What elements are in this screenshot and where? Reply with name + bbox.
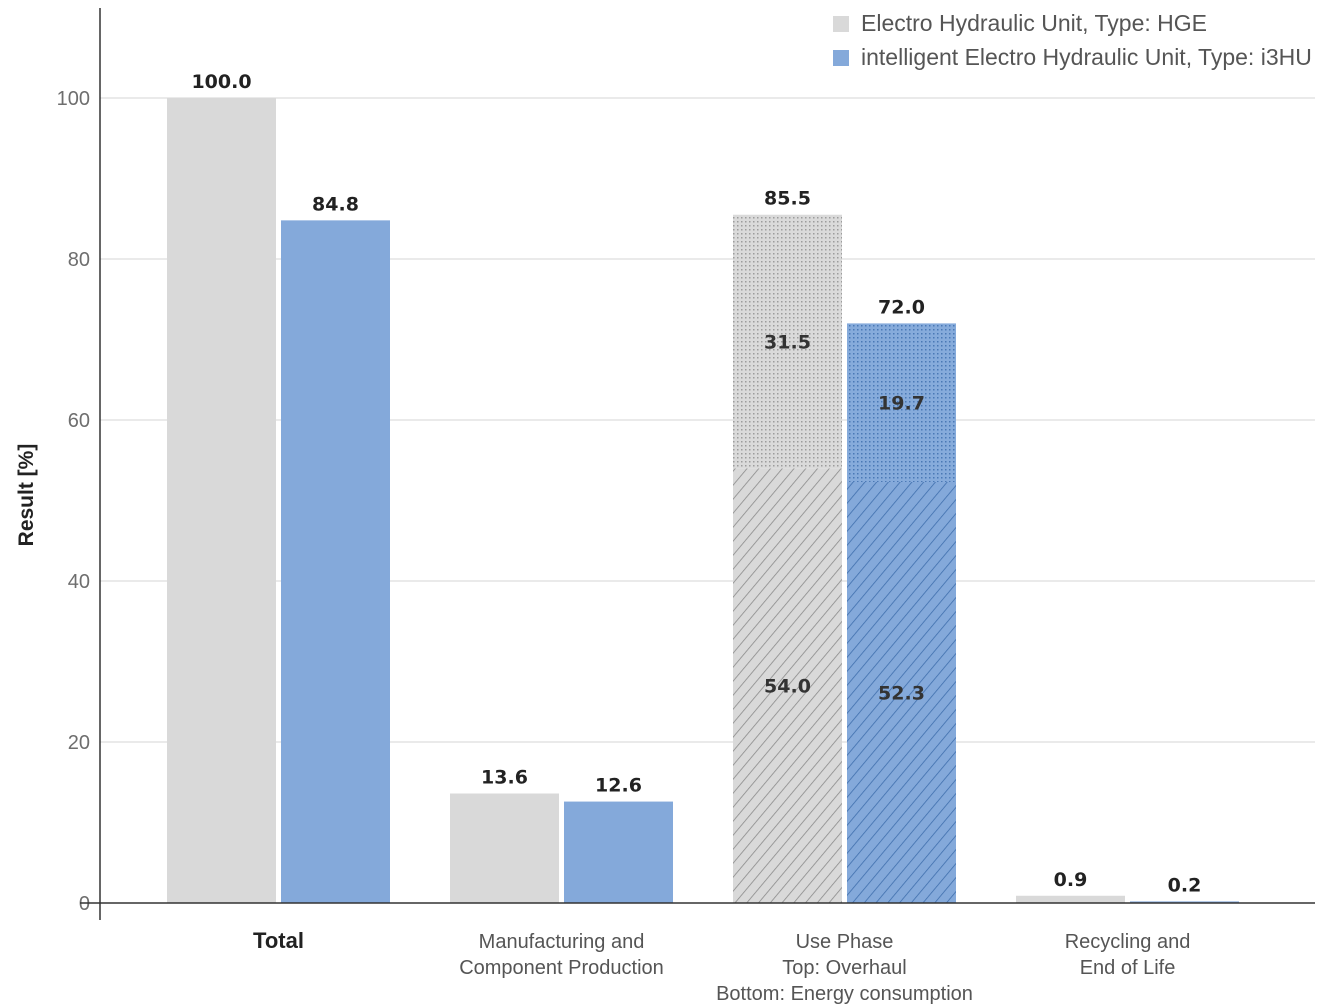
legend-swatch [833, 50, 849, 66]
legend-label: intelligent Electro Hydraulic Unit, Type… [861, 44, 1312, 70]
bar-overhaul [847, 323, 956, 482]
legend-swatch [833, 16, 849, 32]
bar [1016, 895, 1125, 903]
segment-label: 31.5 [764, 332, 811, 354]
y-tick-label: 40 [68, 571, 90, 593]
bar-value-label: 72.0 [878, 296, 925, 318]
bar [281, 220, 390, 904]
bar-overhaul [733, 214, 842, 469]
segment-label: 19.7 [878, 393, 925, 415]
x-category-label: Recycling and [1065, 931, 1191, 953]
bar-energy-consumption [733, 468, 842, 903]
bar-value-label: 13.6 [481, 767, 528, 789]
data-labels: 100.0 13.6 54.0 31.5 85.5 0.9 84.8 12.6 52.3 19.7… [191, 71, 1201, 1005]
x-category-label: Top: Overhaul [782, 957, 907, 979]
y-tick-label: 80 [68, 249, 90, 271]
y-tick-label: 0 [79, 893, 90, 915]
bar [1130, 901, 1239, 903]
segment-label: 52.3 [878, 682, 925, 704]
x-category-label: Use Phase [796, 931, 894, 953]
y-tick-label: 60 [68, 410, 90, 432]
y-tick-label: 100 [57, 88, 90, 110]
y-axis-title: Result [%] [15, 444, 38, 547]
x-category-label: Total [253, 928, 304, 953]
bar-energy-consumption [847, 481, 956, 903]
bar-value-label: 12.6 [595, 775, 642, 797]
bar-value-label: 0.2 [1168, 874, 1202, 896]
bar [167, 98, 276, 903]
legend: Electro Hydraulic Unit, Type: HGE intelli… [833, 10, 1312, 70]
axes: 0 20 40 60 80 100 Result [%] [15, 8, 1315, 920]
bar-value-label: 100.0 [191, 71, 251, 93]
bar [450, 793, 559, 903]
x-category-label: Bottom: Energy consumption [716, 983, 973, 1005]
x-category-label: Manufacturing and [479, 931, 645, 953]
bar [564, 801, 673, 903]
segment-label: 54.0 [764, 676, 811, 698]
bar-value-label: 0.9 [1054, 869, 1088, 891]
bar-value-label: 84.8 [312, 193, 359, 215]
bar-value-label: 85.5 [764, 188, 811, 210]
y-tick-label: 20 [68, 732, 90, 754]
legend-label: Electro Hydraulic Unit, Type: HGE [861, 10, 1207, 36]
x-category-label: Component Production [459, 957, 664, 979]
bars [167, 98, 1239, 904]
x-category-label: End of Life [1080, 957, 1176, 979]
